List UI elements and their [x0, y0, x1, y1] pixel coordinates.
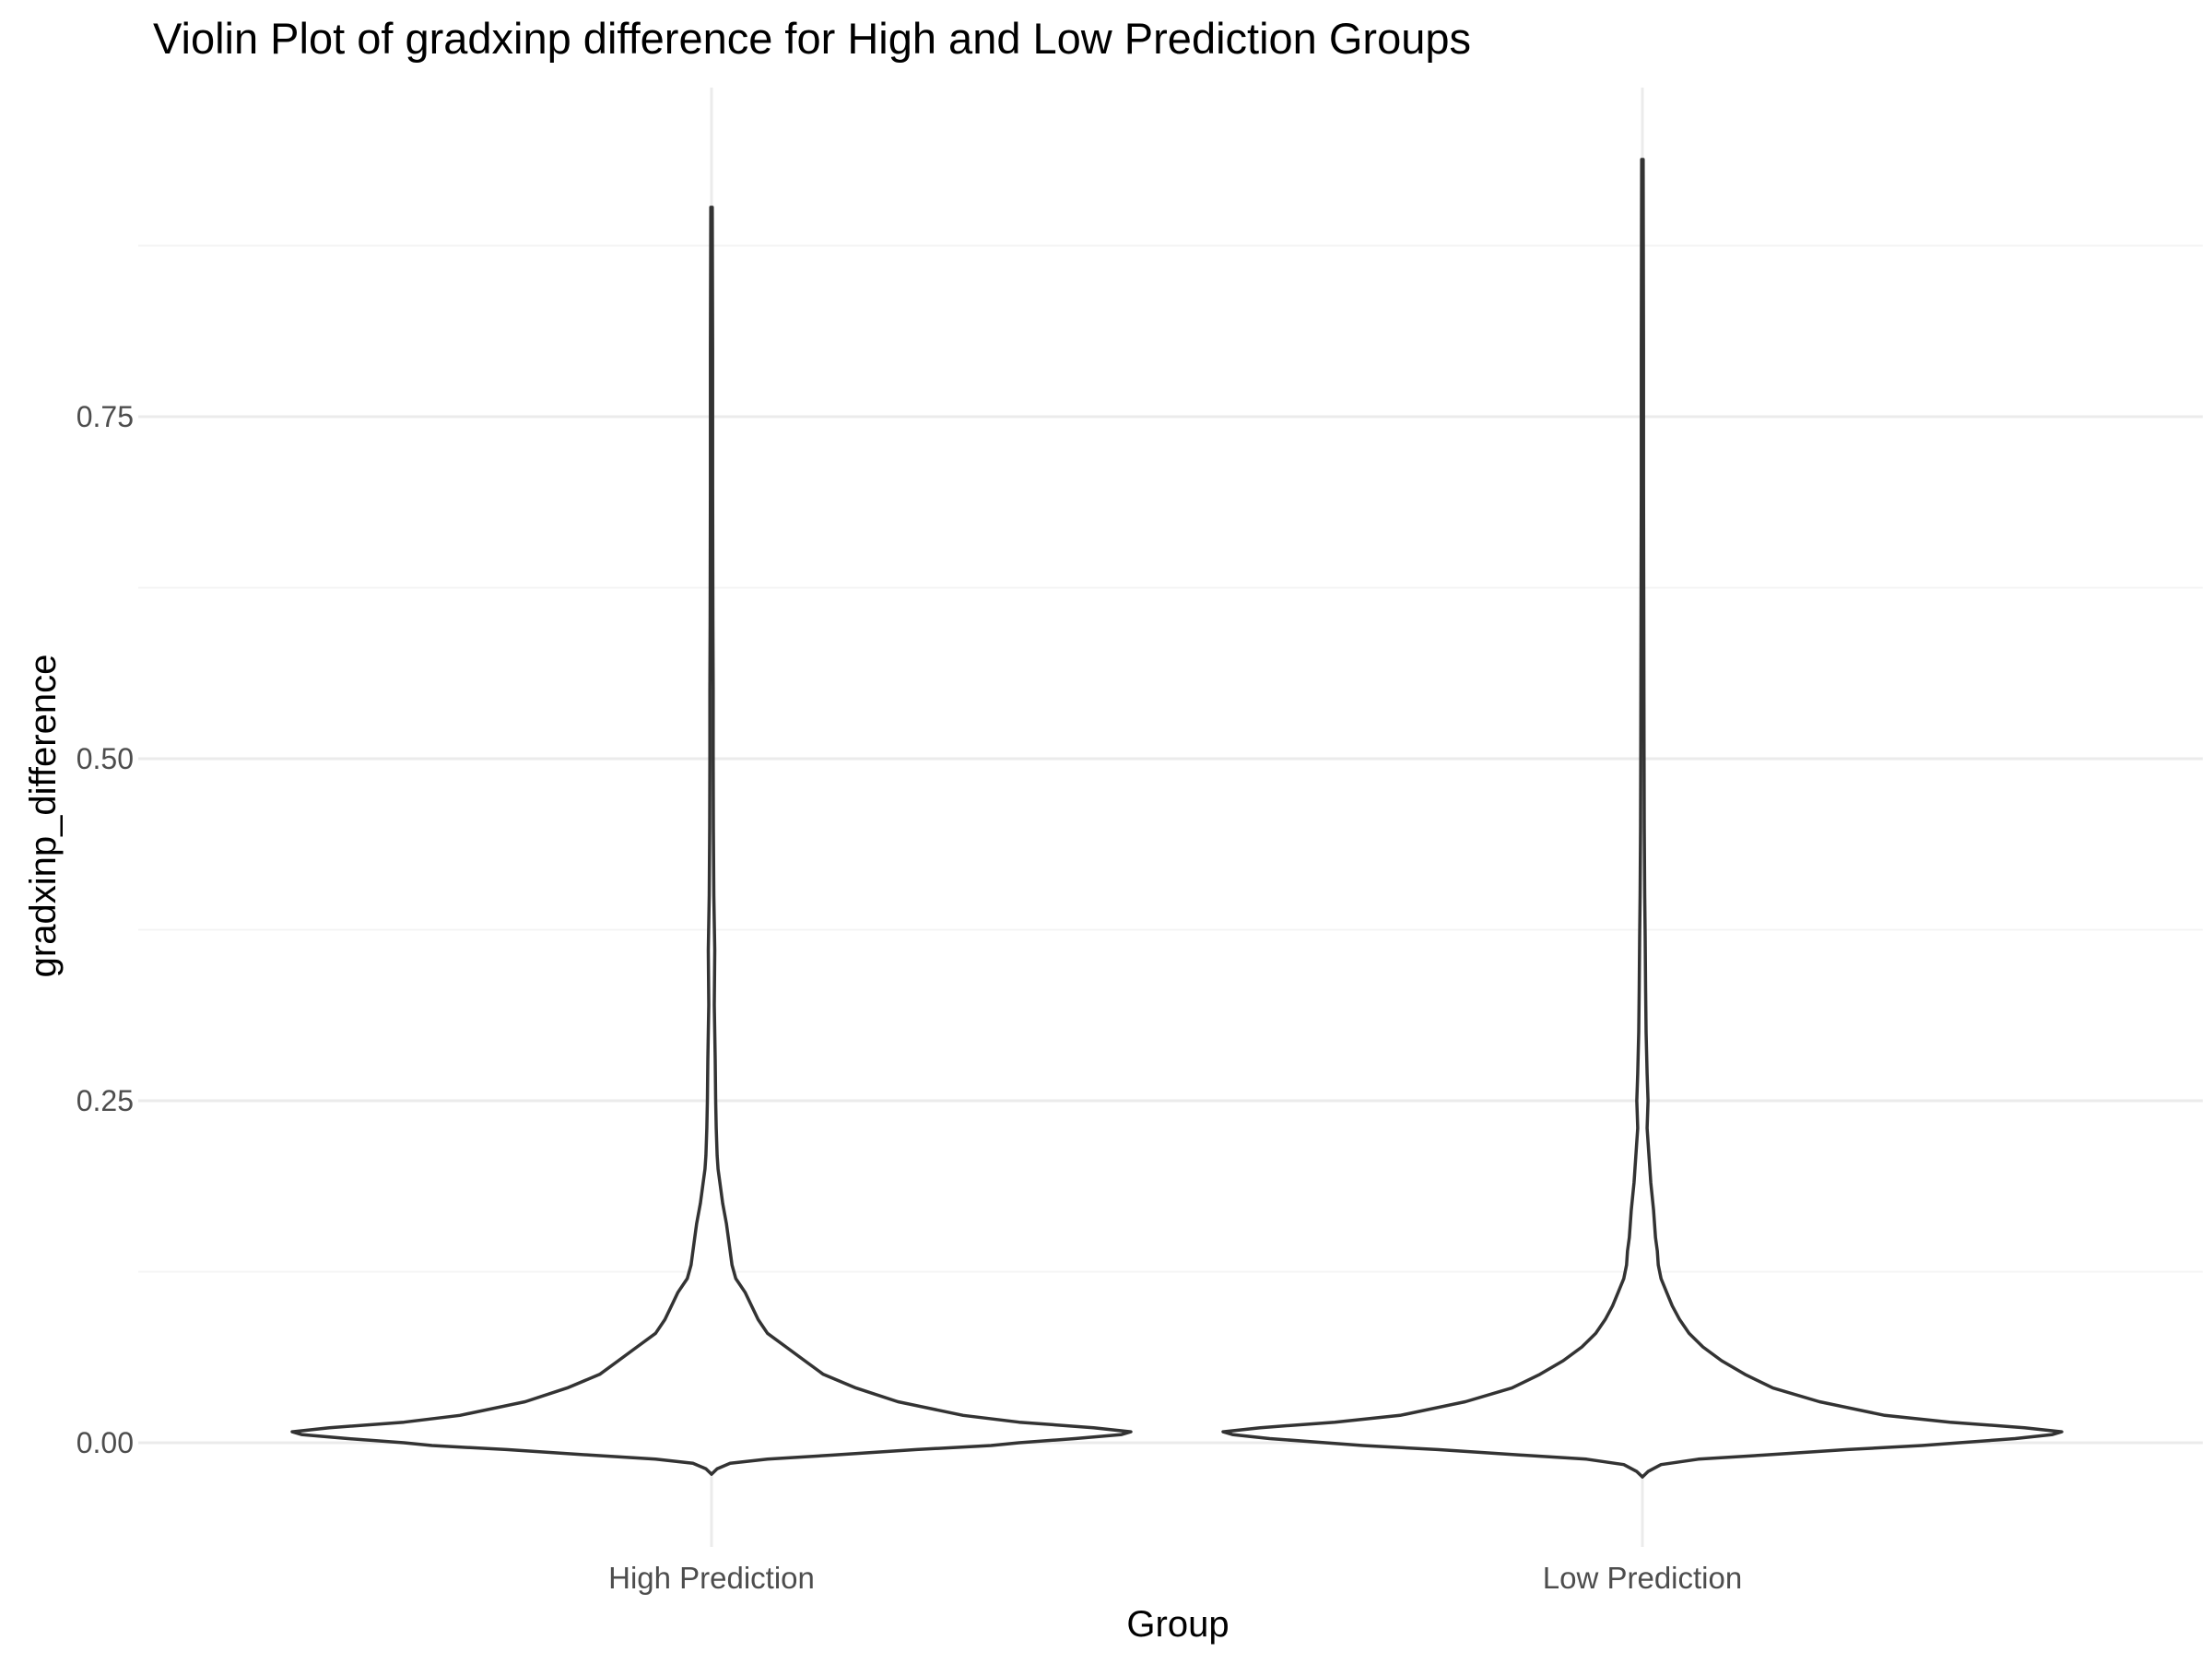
violin-low-prediction [1221, 158, 2064, 1479]
y-tick-label: 0.00 [76, 1426, 134, 1459]
y-axis-title: gradxinp_difference [23, 655, 64, 978]
x-axis-title: Group [1126, 1604, 1229, 1645]
y-tick-labels: 0.00 0.25 0.50 0.75 [76, 400, 134, 1459]
chart-title: Violin Plot of gradxinp difference for H… [153, 14, 1471, 63]
y-tick-label: 0.75 [76, 400, 134, 433]
x-tick-label: High Prediction [608, 1561, 815, 1595]
grid-layer [138, 88, 2203, 1547]
x-tick-labels: High Prediction Low Prediction [608, 1561, 1742, 1595]
x-tick-label: Low Prediction [1543, 1561, 1742, 1595]
violin-layer [290, 158, 2064, 1479]
violin-high-prediction [290, 206, 1133, 1476]
y-tick-label: 0.25 [76, 1084, 134, 1117]
y-tick-label: 0.50 [76, 742, 134, 775]
